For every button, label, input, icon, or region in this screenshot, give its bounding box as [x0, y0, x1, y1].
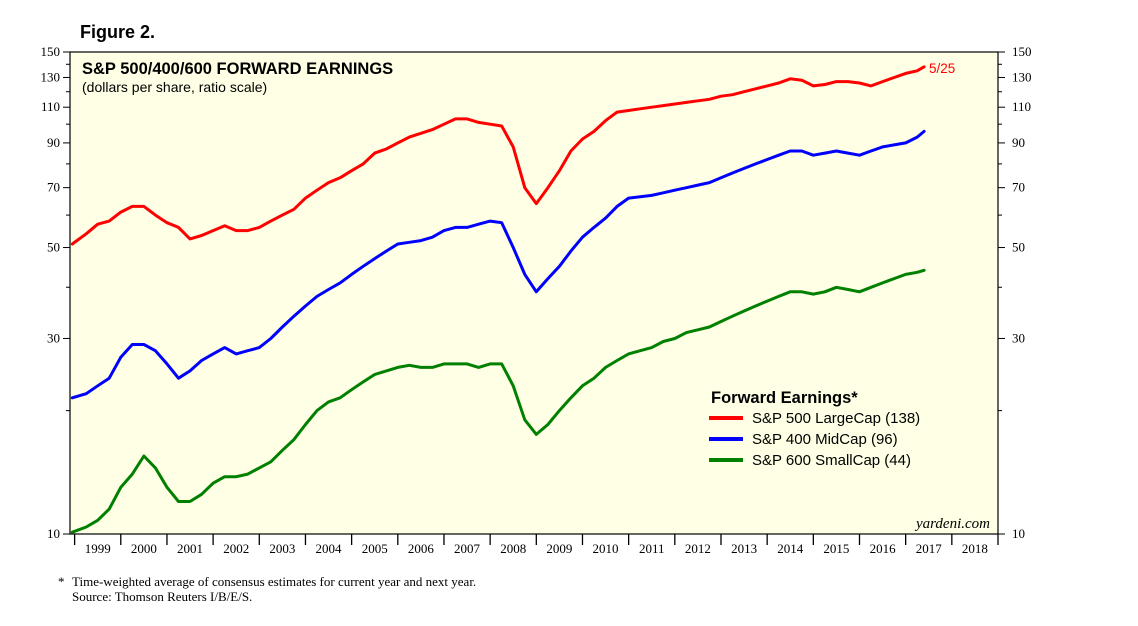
x-tick-label: 1999	[85, 541, 111, 556]
watermark: yardeni.com	[914, 516, 990, 532]
forward-earnings-chart: 10 10 30 30 50 50 70 70 90 90 110 110 130 130 150 150 19…	[41, 44, 1032, 556]
chart-subtitle: (dollars per share, ratio scale)	[82, 79, 267, 95]
y-tick-label-left: 130	[41, 69, 61, 84]
x-tick-label: 2000	[131, 541, 157, 556]
footnote-line: * Time-weighted average of consensus esti…	[58, 574, 476, 589]
y-tick-label-right: 10	[1012, 526, 1025, 541]
y-tick-label-right: 50	[1012, 240, 1025, 255]
y-tick-label-right: 130	[1012, 69, 1032, 84]
x-tick-label: 2012	[685, 541, 711, 556]
x-tick-label: 2010	[593, 541, 619, 556]
x-tick-label: 2003	[269, 541, 295, 556]
legend-entry-large: S&P 500 LargeCap (138)	[752, 410, 920, 427]
y-tick-label-left: 70	[47, 180, 60, 195]
x-tick-label: 2014	[777, 541, 804, 556]
series-line-mid	[70, 129, 926, 400]
series-line-small	[70, 268, 926, 534]
footnote-text: Time-weighted average of consensus estim…	[72, 574, 477, 589]
x-tick-label: 2002	[223, 541, 249, 556]
y-tick-label-right: 90	[1012, 135, 1025, 150]
x-tick-label: 2006	[408, 541, 435, 556]
x-tick-label: 2013	[731, 541, 757, 556]
x-tick-label: 2018	[962, 541, 988, 556]
footnote-marker: *	[58, 574, 65, 589]
x-tick-label: 2007	[454, 541, 481, 556]
y-tick-label-left: 150	[41, 44, 61, 59]
x-tick-label: 2001	[177, 541, 203, 556]
x-tick-label: 2011	[639, 541, 665, 556]
plot-area	[69, 51, 999, 535]
x-tick-label: 2008	[500, 541, 526, 556]
footnote-source: Source: Thomson Reuters I/B/E/S.	[72, 589, 253, 604]
y-tick-label-right: 70	[1012, 180, 1025, 195]
legend-entry-small: S&P 600 SmallCap (44)	[752, 452, 911, 469]
legend-entry-mid: S&P 400 MidCap (96)	[752, 431, 898, 448]
x-tick-label: 2004	[316, 541, 343, 556]
axes: 10 10 30 30 50 50 70 70 90 90 110 110 130 130 150 150 19…	[41, 44, 1032, 556]
series-line-large	[70, 65, 926, 246]
x-tick-label: 2009	[546, 541, 572, 556]
y-tick-label-right: 150	[1012, 44, 1032, 59]
x-tick-label: 2017	[916, 541, 943, 556]
y-tick-label-left: 90	[47, 135, 60, 150]
y-tick-label-left: 10	[47, 526, 60, 541]
figure-label: Figure 2.	[80, 22, 156, 42]
legend-title: Forward Earnings*	[711, 389, 858, 407]
footnote: * Time-weighted average of consensus esti…	[58, 574, 476, 604]
y-tick-label-right: 30	[1012, 330, 1025, 345]
end-date-annotation: 5/25	[929, 61, 955, 76]
legend: Forward Earnings* S&P 500 LargeCap (138)…	[709, 389, 920, 469]
series-layer	[70, 65, 926, 534]
y-tick-label-right: 110	[1012, 99, 1031, 114]
y-tick-label-left: 50	[47, 240, 60, 255]
y-tick-label-left: 110	[41, 99, 60, 114]
x-tick-label: 2005	[362, 541, 388, 556]
chart-title: S&P 500/400/600 FORWARD EARNINGS	[82, 60, 393, 78]
x-tick-label: 2016	[870, 541, 897, 556]
x-tick-label: 2015	[823, 541, 849, 556]
y-tick-label-left: 30	[47, 330, 60, 345]
